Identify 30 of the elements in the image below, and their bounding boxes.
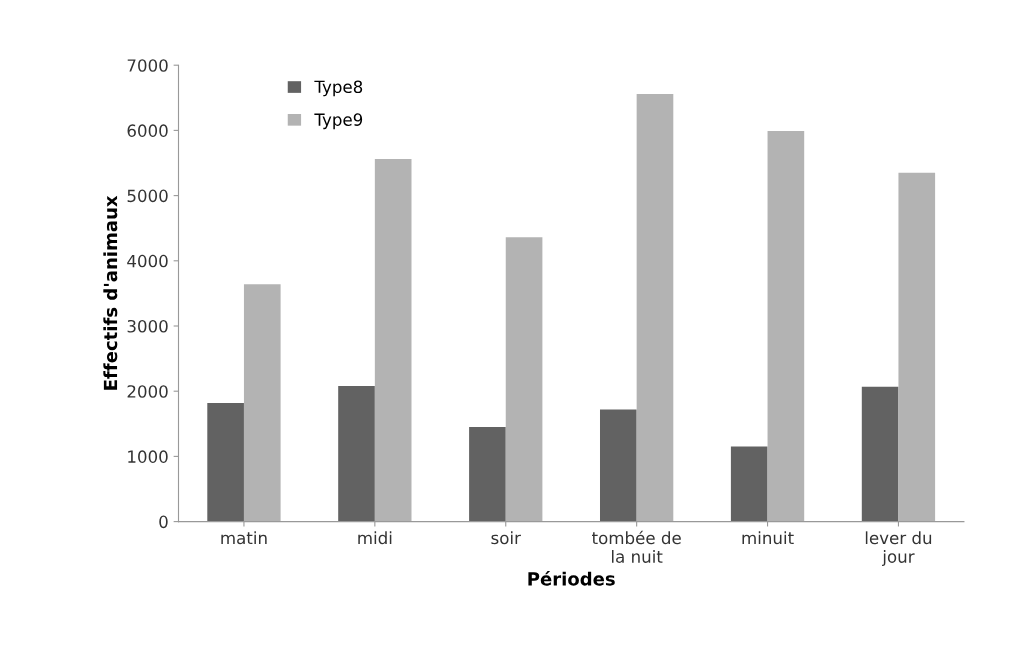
x-axis-title: Périodes <box>528 570 615 586</box>
y-tick-label: 5000 <box>127 189 168 203</box>
y-tick-label: 7000 <box>127 59 168 72</box>
x-tick-label: soir <box>491 531 521 545</box>
bar <box>505 237 543 522</box>
bar <box>636 93 674 522</box>
bar <box>374 159 412 522</box>
y-tick-label: 2000 <box>127 385 168 398</box>
bar <box>600 409 637 522</box>
y-tick-label: 4000 <box>127 254 168 268</box>
bar <box>207 402 244 522</box>
y-tick-label: 0 <box>159 515 168 529</box>
bar <box>469 427 506 522</box>
x-tick-label: minuit <box>742 531 794 545</box>
x-tick-label: matin <box>221 531 267 545</box>
bar <box>861 386 899 522</box>
y-tick-label: 3000 <box>127 319 168 333</box>
y-axis-title: Effectifs d'animaux <box>103 195 118 390</box>
x-tick-label: lever du jour <box>865 531 932 567</box>
bar <box>243 284 281 522</box>
bar <box>767 131 805 522</box>
bar <box>730 446 768 522</box>
y-tick-label: 6000 <box>127 124 168 137</box>
x-tick-label: tombée de la nuit <box>592 530 681 563</box>
legend-label: Type8 <box>314 80 363 97</box>
bar <box>898 172 936 522</box>
y-tick-label: 1000 <box>128 450 168 463</box>
legend-label: Type9 <box>314 113 363 130</box>
x-tick-label: midi <box>358 531 392 545</box>
bar <box>338 385 375 522</box>
